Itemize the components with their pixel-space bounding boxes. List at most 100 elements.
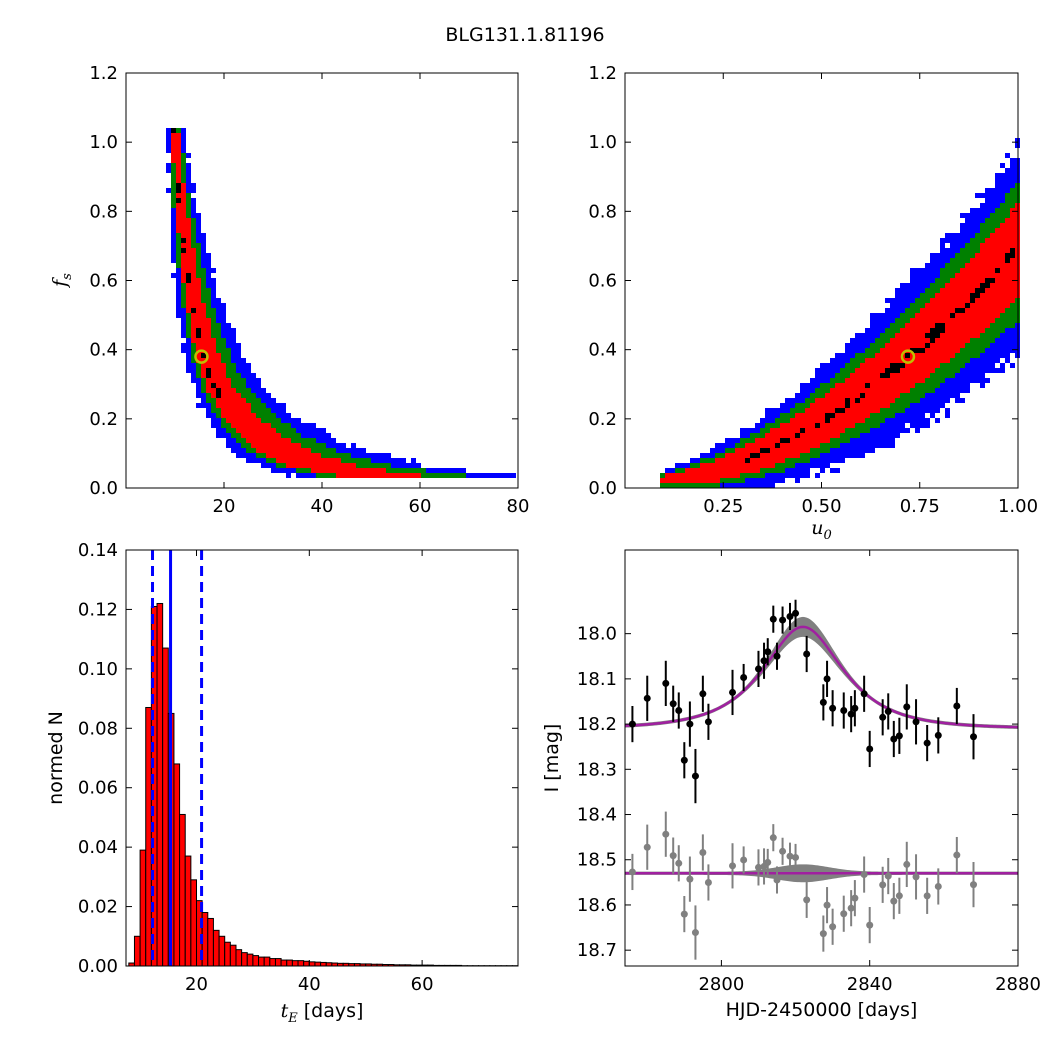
density-cell xyxy=(201,358,206,363)
density-cell xyxy=(940,303,945,308)
density-cell xyxy=(805,428,810,433)
density-cell xyxy=(925,383,930,388)
density-cell xyxy=(431,473,436,478)
density-cell xyxy=(675,473,680,478)
density-cell xyxy=(970,213,975,218)
density-cell xyxy=(171,248,176,253)
density-cell xyxy=(1005,308,1010,313)
density-cell xyxy=(376,453,381,458)
density-cell xyxy=(880,358,885,363)
density-cell xyxy=(311,473,316,478)
density-cell xyxy=(985,203,990,208)
density-cell xyxy=(246,413,251,418)
density-cell xyxy=(276,408,281,413)
density-cell xyxy=(765,453,770,458)
density-cell xyxy=(236,408,241,413)
density-cell xyxy=(910,298,915,303)
density-cell xyxy=(780,458,785,463)
density-cell xyxy=(995,198,1000,203)
density-cell xyxy=(890,328,895,333)
density-cell xyxy=(815,463,820,468)
density-cell xyxy=(720,443,725,448)
density-cell xyxy=(905,343,910,348)
density-cell xyxy=(191,328,196,333)
density-cell xyxy=(720,448,725,453)
density-cell xyxy=(890,383,895,388)
density-cell xyxy=(371,453,376,458)
density-cell xyxy=(206,323,211,328)
density-cell xyxy=(955,258,960,263)
density-cell xyxy=(760,423,765,428)
density-cell xyxy=(191,228,196,233)
density-cell xyxy=(975,213,980,218)
density-cell xyxy=(206,268,211,273)
density-cell xyxy=(271,438,276,443)
density-cell xyxy=(815,378,820,383)
density-cell xyxy=(910,383,915,388)
density-cell xyxy=(930,293,935,298)
density-cell xyxy=(281,403,286,408)
density-cell xyxy=(176,183,181,188)
density-cell xyxy=(980,363,985,368)
density-cell xyxy=(895,343,900,348)
density-cell xyxy=(935,388,940,393)
density-cell xyxy=(765,438,770,443)
density-cell xyxy=(665,483,670,488)
density-cell xyxy=(965,358,970,363)
density-cell xyxy=(875,438,880,443)
density-cell xyxy=(885,428,890,433)
density-cell xyxy=(745,483,750,488)
density-cell xyxy=(241,448,246,453)
density-cell xyxy=(865,448,870,453)
density-cell xyxy=(261,448,266,453)
density-cell xyxy=(980,218,985,223)
density-cell xyxy=(725,438,730,443)
density-cell xyxy=(181,173,186,178)
density-cell xyxy=(171,228,176,233)
density-cell xyxy=(765,443,770,448)
density-cell xyxy=(880,403,885,408)
density-cell xyxy=(186,198,191,203)
density-cell xyxy=(196,263,201,268)
density-cell xyxy=(795,408,800,413)
density-cell xyxy=(755,448,760,453)
density-cell xyxy=(895,383,900,388)
density-cell xyxy=(810,428,815,433)
density-cell xyxy=(915,333,920,338)
density-cell xyxy=(955,378,960,383)
density-cell xyxy=(396,458,401,463)
density-cell xyxy=(181,323,186,328)
density-cell xyxy=(895,288,900,293)
density-cell xyxy=(895,333,900,338)
density-cell xyxy=(965,223,970,228)
density-cell xyxy=(171,193,176,198)
density-cell xyxy=(241,443,246,448)
density-cell xyxy=(311,453,316,458)
density-cell xyxy=(501,473,506,478)
y-tick-label: 0.8 xyxy=(89,201,118,222)
density-cell xyxy=(186,243,191,248)
x-tick-label: 40 xyxy=(311,496,334,517)
density-cell xyxy=(1000,208,1005,213)
density-cell xyxy=(1005,153,1010,158)
density-cell xyxy=(351,443,356,448)
density-cell xyxy=(985,363,990,368)
density-cell xyxy=(840,388,845,393)
density-cell xyxy=(236,368,241,373)
density-cell xyxy=(860,383,865,388)
density-cell xyxy=(256,408,261,413)
y-tick-label: 1.2 xyxy=(89,63,118,84)
density-cell xyxy=(925,323,930,328)
density-cell xyxy=(945,363,950,368)
density-cell xyxy=(341,468,346,473)
density-cell xyxy=(805,473,810,478)
density-cell xyxy=(780,433,785,438)
density-cell xyxy=(261,423,266,428)
density-cell xyxy=(945,328,950,333)
density-cell xyxy=(296,448,301,453)
density-cell xyxy=(830,433,835,438)
density-cell xyxy=(950,323,955,328)
density-cell xyxy=(221,343,226,348)
density-cell xyxy=(740,463,745,468)
density-cell xyxy=(915,298,920,303)
